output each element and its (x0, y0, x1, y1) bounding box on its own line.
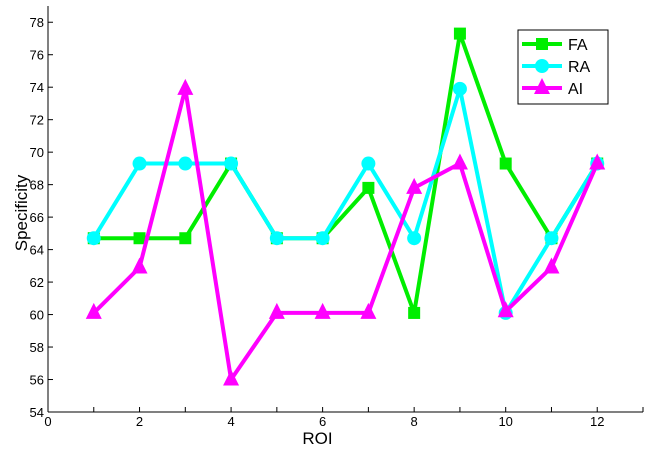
y-tick-label: 78 (30, 15, 44, 30)
y-tick-label: 66 (30, 210, 44, 225)
legend-label: FA (568, 37, 588, 54)
x-tick-label: 10 (498, 414, 512, 429)
data-point-ai (268, 302, 285, 319)
x-tick-label: 2 (136, 414, 143, 429)
legend-item-ra: RA (522, 59, 591, 76)
x-tick-label: 0 (44, 414, 51, 429)
x-tick-label: 6 (319, 414, 326, 429)
legend-marker-ai (534, 78, 550, 94)
data-point-ra (361, 156, 376, 171)
data-point-ai (131, 257, 148, 274)
legend-item-fa: FA (522, 37, 588, 54)
data-point-ra (544, 231, 559, 246)
data-point-fa (133, 232, 146, 245)
data-point-ai (451, 153, 468, 170)
y-tick-label: 58 (30, 340, 44, 355)
x-tick-label: 12 (590, 414, 604, 429)
data-point-ra (452, 81, 467, 96)
data-point-ra (132, 156, 147, 171)
legend-label: AI (568, 81, 583, 98)
series-ai (85, 78, 606, 386)
data-point-ai (497, 301, 514, 318)
legend-label: RA (568, 59, 591, 76)
data-point-fa (408, 306, 421, 319)
series-line-ra (92, 86, 599, 315)
data-point-ai (223, 369, 240, 386)
data-point-ra (178, 156, 193, 171)
y-tick-label: 54 (30, 405, 44, 420)
y-tick-label: 62 (30, 275, 44, 290)
y-tick-label: 70 (30, 145, 44, 160)
data-point-ai (543, 257, 560, 274)
legend-marker-fa (536, 38, 548, 50)
y-tick-label: 72 (30, 113, 44, 128)
legend: FA RA AI (517, 29, 609, 105)
y-tick-label: 68 (30, 178, 44, 193)
x-tick-label: 8 (411, 414, 418, 429)
y-tick-label: 64 (30, 243, 44, 258)
data-point-ai (314, 302, 331, 319)
data-point-ai (406, 177, 423, 194)
data-point-fa (499, 157, 512, 170)
legend-marker-ra (535, 59, 549, 73)
y-tick-label: 60 (30, 308, 44, 323)
data-point-ai (360, 302, 377, 319)
y-axis-label: Specificity (12, 174, 31, 251)
data-point-fa (179, 232, 192, 245)
data-point-ai (85, 302, 102, 319)
x-tick-label: 4 (227, 414, 234, 429)
data-point-ra (269, 231, 284, 246)
data-point-ai (589, 153, 606, 170)
data-point-fa (362, 181, 375, 194)
series-line-fa (93, 31, 599, 315)
data-point-ra (224, 156, 239, 171)
data-point-ra (315, 231, 330, 246)
data-point-ai (177, 78, 194, 95)
data-point-ra (407, 231, 422, 246)
series-line-ai (92, 86, 600, 382)
data-point-fa (453, 27, 466, 40)
y-tick-label: 76 (30, 48, 44, 63)
series-fa (87, 27, 604, 319)
legend-item-ai: AI (522, 78, 583, 98)
plot-content (85, 27, 606, 386)
data-point-ra (86, 231, 101, 246)
y-tick-label: 74 (30, 80, 44, 95)
x-axis-label: ROI (302, 429, 332, 448)
y-tick-label: 56 (30, 373, 44, 388)
